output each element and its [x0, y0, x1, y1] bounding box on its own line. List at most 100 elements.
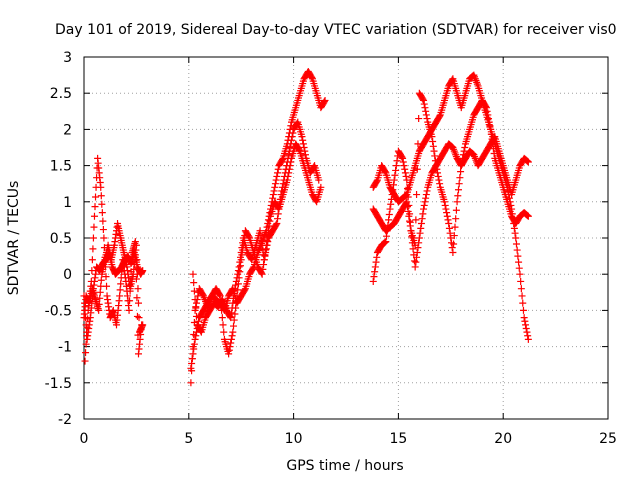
data-point-interp — [385, 210, 393, 218]
data-point-interp — [390, 181, 398, 189]
data-point-interp — [237, 262, 245, 270]
data-point — [321, 96, 329, 104]
data-point — [482, 104, 490, 112]
data-point-interp — [133, 256, 141, 264]
data-point-interp — [457, 168, 465, 176]
y-tick-label: 2.5 — [50, 86, 72, 102]
data-point-interp — [199, 291, 207, 299]
data-point-interp — [278, 156, 286, 164]
data-point-interp — [301, 147, 309, 155]
x-tick-labels: 0 5 10 15 20 25 — [80, 431, 617, 447]
data-point-interp — [455, 180, 463, 188]
data-point-interp — [419, 210, 427, 218]
data-point-interp — [487, 130, 495, 138]
data-point-interp — [515, 264, 523, 272]
data-point-interp — [404, 193, 412, 201]
data-point — [415, 234, 423, 242]
data-point-interp — [89, 245, 97, 253]
x-tick-label: 5 — [184, 431, 193, 447]
data-point-interp — [422, 107, 430, 115]
data-point-interp — [299, 136, 307, 144]
data-point-interp — [82, 349, 90, 357]
data-point-interp — [257, 269, 265, 277]
data-point-interp — [133, 312, 141, 320]
data-point-interp — [98, 209, 106, 217]
data-point-interp — [227, 309, 235, 317]
data-point-interp — [231, 310, 239, 318]
data-point-interp — [410, 257, 418, 265]
data-point-interp — [423, 115, 431, 123]
data-point-interp — [266, 217, 274, 225]
data-point-interp — [265, 222, 273, 230]
data-point — [90, 212, 98, 220]
data-point-interp — [401, 169, 409, 177]
data-point-interp — [513, 246, 521, 254]
data-point-interp — [485, 115, 493, 123]
data-point-interp — [192, 304, 200, 312]
data-point-interp — [431, 157, 439, 165]
data-point-interp — [433, 165, 441, 173]
data-point-interp — [510, 224, 518, 232]
data-point-interp — [91, 203, 99, 211]
data-point-interp — [441, 201, 449, 209]
data-point-interp — [262, 245, 270, 253]
data-point-interp — [270, 187, 278, 195]
data-point-interp — [451, 223, 459, 231]
data-point — [95, 306, 103, 314]
data-point-interp — [135, 314, 143, 322]
data-point — [487, 125, 495, 133]
data-point-interp — [524, 157, 532, 165]
data-point-interp — [192, 299, 200, 307]
data-point-interp — [419, 95, 427, 103]
data-point — [516, 270, 524, 278]
data-point-interp — [245, 233, 253, 241]
data-point-interp — [283, 162, 291, 170]
data-point — [285, 147, 293, 155]
data-point-interp — [392, 166, 400, 174]
data-point-interp — [227, 339, 235, 347]
data-point-interp — [259, 265, 267, 273]
data-point-interp — [380, 239, 388, 247]
data-point-interp — [133, 270, 141, 278]
data-point-interp — [518, 292, 526, 300]
data-point-interp — [413, 191, 421, 199]
data-point-interp — [274, 215, 282, 223]
data-point-interp — [237, 248, 245, 256]
data-point-interp — [237, 253, 245, 261]
data-point — [524, 212, 532, 220]
series-track-h — [369, 133, 532, 271]
data-point-interp — [220, 328, 228, 336]
data-point-interp — [524, 332, 532, 340]
data-point — [225, 350, 233, 358]
data-point-interp — [523, 157, 531, 165]
data-point-interp — [134, 299, 142, 307]
data-point-interp — [488, 135, 496, 143]
data-point — [441, 198, 449, 206]
data-point-interp — [97, 192, 105, 200]
data-point-interp — [188, 355, 196, 363]
data-point-interp — [511, 229, 519, 237]
data-point — [428, 133, 436, 141]
data-point-interp — [197, 327, 205, 335]
data-point-interp — [229, 299, 237, 307]
data-point-interp — [387, 200, 395, 208]
data-point-interp — [515, 258, 523, 266]
data-point-interp — [482, 102, 490, 110]
data-point-interp — [420, 100, 428, 108]
data-point-interp — [300, 144, 308, 151]
x-tick-label: 10 — [285, 431, 303, 447]
data-point — [298, 133, 306, 141]
data-point-interp — [485, 118, 493, 126]
data-point-interp — [192, 312, 200, 320]
data-point-interp — [83, 332, 91, 340]
data-point-interp — [486, 122, 494, 130]
data-point-interp — [414, 140, 422, 148]
data-point-interp — [97, 282, 105, 290]
data-point-interp — [517, 285, 525, 293]
data-point-interp — [227, 335, 235, 343]
y-tick-label: -1.5 — [45, 376, 72, 392]
data-point — [524, 335, 532, 343]
data-point-interp — [413, 253, 421, 261]
data-point-interp — [288, 136, 296, 144]
data-point-interp — [456, 174, 464, 182]
